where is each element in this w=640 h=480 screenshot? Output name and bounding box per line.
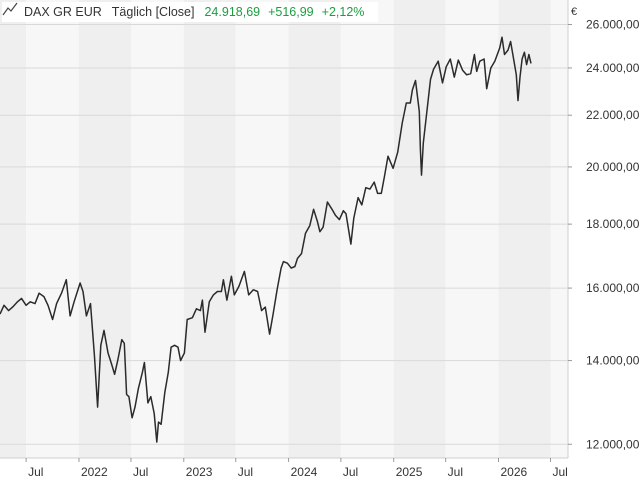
y-tick-label: 22.000,00 (586, 108, 640, 122)
x-tick-label: 2023 (186, 465, 213, 479)
year-band (393, 0, 446, 458)
x-tick-label: Jul (552, 465, 567, 479)
year-band (550, 0, 568, 458)
currency-label: € (571, 6, 577, 18)
year-band (0, 0, 27, 458)
x-tick-label: Jul (238, 465, 253, 479)
y-tick-label: 20.000,00 (586, 160, 640, 174)
x-tick-label: Jul (28, 465, 43, 479)
year-band (498, 0, 551, 458)
y-tick-label: 16.000,00 (586, 281, 640, 295)
year-band (288, 0, 341, 458)
change-percent: +2,12% (321, 5, 365, 19)
year-band (235, 0, 289, 458)
chart-legend: DAX GR EUR Täglich [Close] 24.918,69 +51… (2, 2, 379, 22)
y-tick-label: 14.000,00 (586, 354, 640, 368)
interval-label: Täglich [Close] (111, 5, 195, 19)
instrument-name: DAX GR EUR (24, 5, 102, 19)
x-tick-label: 2026 (501, 465, 528, 479)
series-line (0, 36, 532, 443)
y-tick-label: 12.000,00 (586, 437, 640, 451)
line-chart-icon (2, 2, 20, 19)
year-band (78, 0, 131, 458)
x-tick-label: Jul (448, 465, 463, 479)
change-value: +516,99 (268, 5, 314, 19)
year-shading-bands (0, 0, 568, 458)
last-value: 24.918,69 (204, 5, 261, 19)
year-band (340, 0, 394, 458)
x-tick-label: 2025 (396, 465, 423, 479)
y-tick-label: 24.000,00 (586, 61, 640, 75)
year-band (26, 0, 79, 458)
x-tick-label: Jul (133, 465, 148, 479)
y-tick-label: 26.000,00 (586, 17, 640, 31)
year-band (183, 0, 236, 458)
x-tick-label: Jul (343, 465, 358, 479)
x-tick-labels: Jul 2022 Jul 2023 Jul 2024 Jul 2025 Jul 2026 Jul (25, 458, 568, 479)
y-tick-label: 18.000,00 (586, 217, 640, 231)
x-tick-label: 2024 (291, 465, 318, 479)
y-tick-labels: 12.000,00 14.000,00 16.000,00 18.000,00 20.0… (568, 17, 640, 451)
x-tick-label: 2022 (81, 465, 108, 479)
